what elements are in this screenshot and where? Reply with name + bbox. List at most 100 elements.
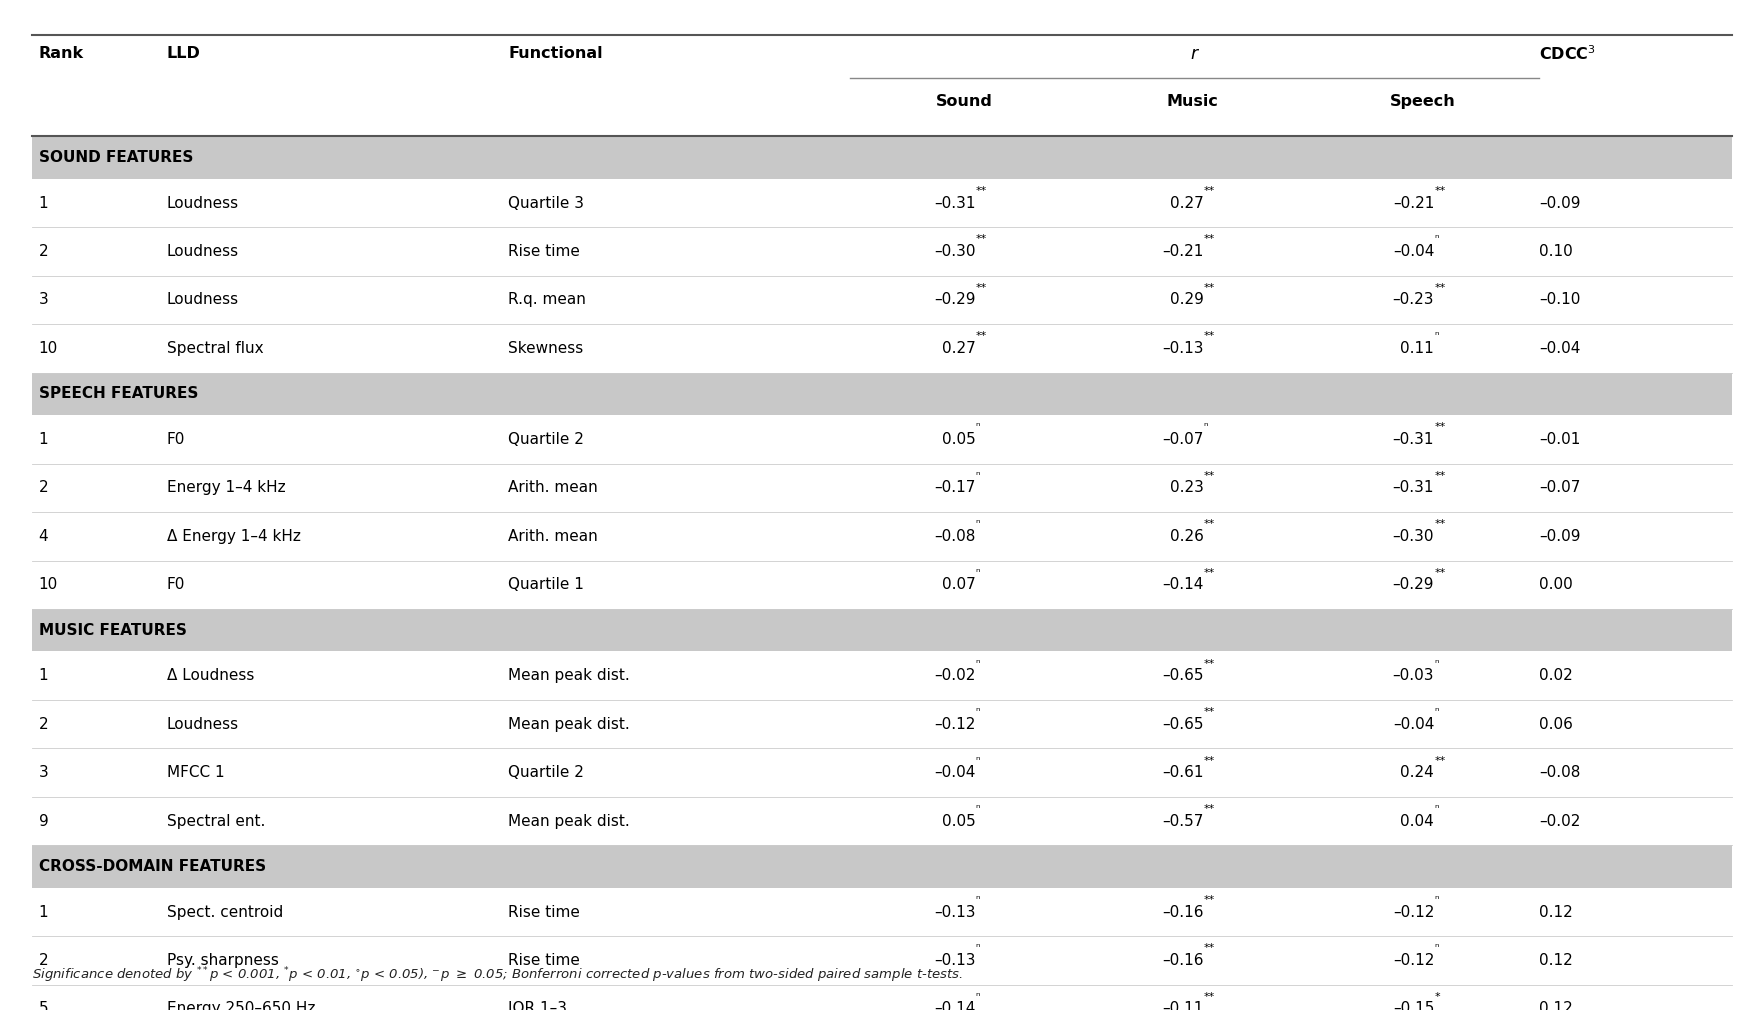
Text: *: * bbox=[1434, 992, 1439, 1002]
Text: –0.04: –0.04 bbox=[1394, 244, 1434, 259]
Text: ⁿ: ⁿ bbox=[1434, 234, 1439, 244]
Bar bbox=[32, 609, 1732, 651]
Text: 3: 3 bbox=[39, 766, 49, 780]
Text: Quartile 3: Quartile 3 bbox=[508, 196, 584, 210]
Text: Music: Music bbox=[1166, 94, 1218, 108]
Text: 0.00: 0.00 bbox=[1539, 578, 1572, 592]
Text: –0.12: –0.12 bbox=[1394, 905, 1434, 919]
Text: –0.57: –0.57 bbox=[1162, 814, 1203, 828]
Text: 0.04: 0.04 bbox=[1401, 814, 1434, 828]
Text: 9: 9 bbox=[39, 814, 49, 828]
Text: ⁿ: ⁿ bbox=[975, 804, 980, 814]
Text: Functional: Functional bbox=[508, 46, 603, 61]
Text: –0.02: –0.02 bbox=[1539, 814, 1581, 828]
Text: –0.14: –0.14 bbox=[934, 1002, 975, 1010]
Text: **: ** bbox=[1203, 283, 1215, 293]
Text: –0.08: –0.08 bbox=[934, 529, 975, 543]
Text: –0.07: –0.07 bbox=[1539, 481, 1581, 495]
Text: Spectral ent.: Spectral ent. bbox=[167, 814, 265, 828]
Text: –0.23: –0.23 bbox=[1392, 293, 1434, 307]
Text: **: ** bbox=[1203, 659, 1215, 669]
Text: Energy 1–4 kHz: Energy 1–4 kHz bbox=[167, 481, 286, 495]
Text: 1: 1 bbox=[39, 669, 47, 683]
Text: Quartile 1: Quartile 1 bbox=[508, 578, 584, 592]
Text: ⁿ: ⁿ bbox=[975, 519, 980, 529]
Text: –0.65: –0.65 bbox=[1162, 669, 1203, 683]
Bar bbox=[32, 651, 1732, 700]
Bar bbox=[32, 179, 1732, 227]
Bar bbox=[32, 464, 1732, 512]
Bar bbox=[32, 324, 1732, 373]
Text: Arith. mean: Arith. mean bbox=[508, 481, 598, 495]
Text: **: ** bbox=[975, 283, 987, 293]
Text: –0.30: –0.30 bbox=[1392, 529, 1434, 543]
Text: F0: F0 bbox=[167, 432, 184, 446]
Text: –0.12: –0.12 bbox=[934, 717, 975, 731]
Text: **: ** bbox=[1203, 471, 1215, 481]
Text: 10: 10 bbox=[39, 578, 58, 592]
Text: 0.11: 0.11 bbox=[1401, 341, 1434, 356]
Text: Energy 250–650 Hz: Energy 250–650 Hz bbox=[167, 1002, 316, 1010]
Text: 10: 10 bbox=[39, 341, 58, 356]
Text: –0.61: –0.61 bbox=[1162, 766, 1203, 780]
Text: ⁿ: ⁿ bbox=[975, 707, 980, 717]
Text: –0.09: –0.09 bbox=[1539, 196, 1581, 210]
Text: 4: 4 bbox=[39, 529, 47, 543]
Text: 0.05: 0.05 bbox=[941, 814, 975, 828]
Text: Δ Energy 1–4 kHz: Δ Energy 1–4 kHz bbox=[167, 529, 300, 543]
Text: 0.26: 0.26 bbox=[1169, 529, 1203, 543]
Bar bbox=[32, 561, 1732, 609]
Text: –0.04: –0.04 bbox=[934, 766, 975, 780]
Text: ⁿ: ⁿ bbox=[975, 659, 980, 669]
Text: ⁿ: ⁿ bbox=[975, 755, 980, 766]
Text: **: ** bbox=[1203, 519, 1215, 529]
Text: 2: 2 bbox=[39, 717, 47, 731]
Text: **: ** bbox=[1203, 943, 1215, 953]
Text: –0.04: –0.04 bbox=[1394, 717, 1434, 731]
Text: Loudness: Loudness bbox=[167, 293, 238, 307]
Text: 2: 2 bbox=[39, 481, 47, 495]
Text: **: ** bbox=[1203, 568, 1215, 578]
Text: LLD: LLD bbox=[167, 46, 200, 61]
Text: 2: 2 bbox=[39, 244, 47, 259]
Text: 0.29: 0.29 bbox=[1169, 293, 1203, 307]
Text: –0.09: –0.09 bbox=[1539, 529, 1581, 543]
Text: CROSS-DOMAIN FEATURES: CROSS-DOMAIN FEATURES bbox=[39, 860, 266, 874]
Text: –0.07: –0.07 bbox=[1162, 432, 1203, 446]
Text: 0.12: 0.12 bbox=[1539, 905, 1572, 919]
Bar bbox=[32, 797, 1732, 845]
Text: –0.08: –0.08 bbox=[1539, 766, 1581, 780]
Text: IQR 1–3: IQR 1–3 bbox=[508, 1002, 568, 1010]
Text: –0.14: –0.14 bbox=[1162, 578, 1203, 592]
Text: –0.16: –0.16 bbox=[1162, 953, 1203, 968]
Text: Psy. sharpness: Psy. sharpness bbox=[167, 953, 279, 968]
Text: 0.23: 0.23 bbox=[1169, 481, 1203, 495]
Text: **: ** bbox=[1203, 707, 1215, 717]
Text: **: ** bbox=[1434, 568, 1446, 578]
Text: –0.13: –0.13 bbox=[934, 905, 975, 919]
Text: **: ** bbox=[1203, 331, 1215, 341]
Bar bbox=[32, 936, 1732, 985]
Text: –0.16: –0.16 bbox=[1162, 905, 1203, 919]
Text: Significance denoted by $^{**}$p < 0.001, $^{*}$p < 0.01, $^{\circ}$p < 0.05), $: Significance denoted by $^{**}$p < 0.001… bbox=[32, 966, 962, 985]
Text: Δ Loudness: Δ Loudness bbox=[167, 669, 254, 683]
Text: MFCC 1: MFCC 1 bbox=[167, 766, 224, 780]
Text: Spectral flux: Spectral flux bbox=[167, 341, 263, 356]
Text: –0.11: –0.11 bbox=[1162, 1002, 1203, 1010]
Text: –0.29: –0.29 bbox=[1392, 578, 1434, 592]
Text: Rise time: Rise time bbox=[508, 905, 580, 919]
Text: –0.12: –0.12 bbox=[1394, 953, 1434, 968]
Text: **: ** bbox=[975, 186, 987, 196]
Text: R.q. mean: R.q. mean bbox=[508, 293, 586, 307]
Text: 0.06: 0.06 bbox=[1539, 717, 1572, 731]
Text: F0: F0 bbox=[167, 578, 184, 592]
Bar bbox=[32, 373, 1732, 415]
Text: –0.13: –0.13 bbox=[934, 953, 975, 968]
Text: –0.21: –0.21 bbox=[1394, 196, 1434, 210]
Text: SOUND FEATURES: SOUND FEATURES bbox=[39, 150, 193, 165]
Text: Spect. centroid: Spect. centroid bbox=[167, 905, 282, 919]
Text: **: ** bbox=[1203, 804, 1215, 814]
Text: ⁿ: ⁿ bbox=[1434, 659, 1439, 669]
Text: Quartile 2: Quartile 2 bbox=[508, 766, 584, 780]
Text: 0.05: 0.05 bbox=[941, 432, 975, 446]
